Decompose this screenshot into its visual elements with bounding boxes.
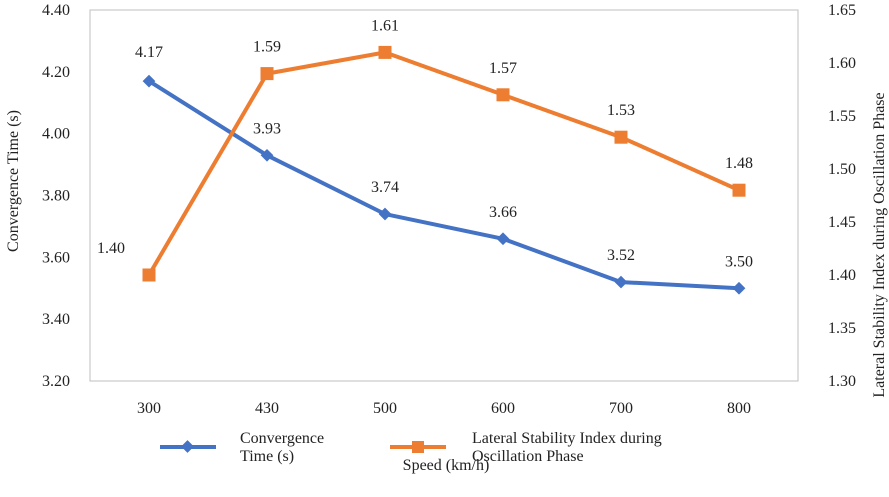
x-axis-label: Speed (km/h) — [403, 457, 490, 474]
data-point-diamond — [614, 275, 628, 289]
data-point-square — [142, 268, 156, 282]
data-label: 1.57 — [489, 60, 517, 77]
y-right-tick-label: 1.55 — [828, 108, 856, 125]
data-point-square — [378, 45, 392, 59]
y-axis-right-label: Lateral Stability Index during Oscillati… — [871, 92, 888, 397]
data-label: 1.53 — [607, 102, 635, 119]
data-label: 1.61 — [371, 17, 399, 34]
y-left-tick-label: 3.20 — [42, 373, 70, 390]
legend-label-line2: Oscillation Phase — [472, 448, 584, 465]
x-tick-label: 430 — [255, 400, 279, 417]
x-tick-label: 600 — [491, 400, 515, 417]
data-point-square — [614, 130, 628, 144]
y-right-tick-label: 1.50 — [828, 161, 856, 178]
data-point-square — [732, 183, 746, 197]
data-label: 1.59 — [253, 39, 281, 56]
legend-item-lateral-stability: Lateral Stability Index during Oscillati… — [390, 430, 662, 465]
legend-item-convergence-time: Convergence Time (s) — [160, 430, 324, 465]
data-label: 3.66 — [489, 204, 517, 221]
x-axis-ticks: 300 430 500 600 700 800 — [137, 400, 751, 417]
data-point-diamond — [142, 74, 156, 88]
legend-swatch-diamond-icon — [181, 440, 194, 453]
y-right-tick-label: 1.45 — [828, 214, 856, 231]
data-point-diamond — [732, 281, 746, 295]
data-label: 3.74 — [371, 179, 399, 196]
plot-area — [89, 9, 799, 382]
series-line-0 — [147, 79, 740, 291]
y-right-tick-label: 1.30 — [828, 373, 856, 390]
data-point-diamond — [378, 207, 392, 221]
legend: Convergence Time (s) Lateral Stability I… — [160, 430, 662, 465]
data-label: 1.40 — [97, 240, 125, 257]
plot-frame — [89, 9, 799, 382]
legend-label-line1: Convergence — [240, 430, 324, 447]
y-left-tick-label: 4.00 — [42, 126, 70, 143]
y-right-tick-label: 1.60 — [828, 55, 856, 72]
legend-label-line2: Time (s) — [240, 448, 294, 465]
y-right-tick-label: 1.65 — [828, 2, 856, 19]
data-labels: 4.17 3.93 3.74 3.66 3.52 3.50 1.40 1.59 1.61 1.57… — [97, 17, 753, 270]
y-right-tick-label: 1.40 — [828, 267, 856, 284]
legend-label-line1: Lateral Stability Index during — [472, 430, 662, 447]
series-markers — [142, 45, 746, 295]
x-tick-label: 700 — [609, 400, 633, 417]
right-axis-ticks: 1.30 1.35 1.40 1.45 1.50 1.55 1.60 1.65 — [828, 2, 856, 390]
y-left-tick-label: 3.80 — [42, 188, 70, 205]
y-right-tick-label: 1.35 — [828, 320, 856, 337]
legend-swatch-square-icon — [412, 441, 424, 453]
data-point-square — [496, 88, 510, 102]
data-label: 3.50 — [725, 253, 753, 270]
series-line-1 — [147, 50, 740, 277]
y-left-tick-label: 4.40 — [42, 2, 70, 19]
left-axis-ticks: 3.20 3.40 3.60 3.80 4.00 4.20 4.40 — [42, 2, 70, 390]
data-label: 4.17 — [135, 44, 163, 61]
y-left-tick-label: 3.40 — [42, 311, 70, 328]
series-lines — [147, 50, 740, 291]
data-point-diamond — [496, 232, 510, 246]
data-point-square — [260, 67, 274, 81]
x-tick-label: 500 — [373, 400, 397, 417]
y-left-tick-label: 4.20 — [42, 64, 70, 81]
data-label: 3.52 — [607, 247, 635, 264]
data-label: 1.48 — [725, 155, 753, 172]
x-tick-label: 800 — [727, 400, 751, 417]
data-point-diamond — [260, 148, 274, 162]
y-left-tick-label: 3.60 — [42, 249, 70, 266]
data-label: 3.93 — [253, 120, 281, 137]
y-axis-left-label: Convergence Time (s) — [5, 110, 22, 252]
x-tick-label: 300 — [137, 400, 161, 417]
